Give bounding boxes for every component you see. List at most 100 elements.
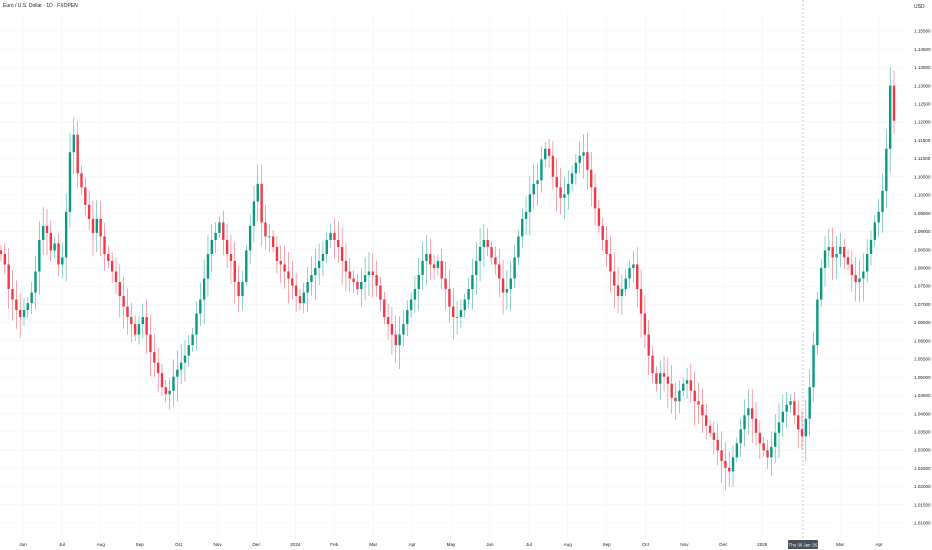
candle-body[interactable]	[452, 306, 455, 318]
candle-body[interactable]	[858, 278, 861, 283]
candle-body[interactable]	[360, 282, 363, 290]
candle-body[interactable]	[770, 446, 773, 458]
candle-body[interactable]	[314, 267, 317, 275]
candle-body[interactable]	[91, 218, 95, 233]
candle-body[interactable]	[199, 299, 202, 314]
candle-body[interactable]	[605, 239, 608, 254]
candle-body[interactable]	[191, 334, 194, 346]
candle-body[interactable]	[325, 239, 328, 254]
candle-body[interactable]	[494, 257, 497, 265]
candle-body[interactable]	[126, 306, 129, 318]
candle-body[interactable]	[743, 415, 746, 430]
candle-body[interactable]	[38, 239, 41, 272]
candle-body[interactable]	[371, 271, 374, 275]
candle-body[interactable]	[708, 425, 712, 433]
candle-body[interactable]	[716, 439, 719, 451]
candle-body[interactable]	[344, 260, 348, 272]
candle-body[interactable]	[317, 260, 321, 268]
candle-body[interactable]	[225, 239, 229, 254]
candle-body[interactable]	[812, 345, 815, 388]
candle-body[interactable]	[827, 246, 831, 251]
candle-body[interactable]	[375, 275, 378, 286]
candle-body[interactable]	[61, 257, 64, 265]
candle-body[interactable]	[647, 334, 650, 356]
candle-body[interactable]	[141, 317, 144, 325]
candle-body[interactable]	[739, 429, 742, 444]
candle-body[interactable]	[252, 201, 256, 226]
candle-body[interactable]	[666, 376, 670, 384]
candle-body[interactable]	[218, 222, 221, 233]
candle-body[interactable]	[731, 457, 735, 472]
candle-body[interactable]	[179, 362, 183, 370]
candle-body[interactable]	[609, 253, 612, 272]
candle-body[interactable]	[409, 299, 413, 311]
candle-body[interactable]	[417, 275, 420, 290]
candle-body[interactable]	[521, 218, 524, 237]
candle-body[interactable]	[888, 85, 892, 149]
candle-body[interactable]	[582, 152, 585, 156]
candle-body[interactable]	[490, 246, 493, 258]
candle-body[interactable]	[386, 317, 390, 325]
candle-body[interactable]	[268, 236, 271, 238]
candle-body[interactable]	[245, 250, 248, 283]
candle-body[interactable]	[463, 299, 466, 311]
candle-body[interactable]	[241, 282, 244, 297]
candle-body[interactable]	[348, 271, 351, 279]
candle-body[interactable]	[528, 194, 532, 212]
candle-body[interactable]	[310, 275, 313, 283]
candle-body[interactable]	[555, 176, 558, 188]
candle-body[interactable]	[214, 232, 217, 240]
candle-body[interactable]	[41, 225, 45, 240]
candle-body[interactable]	[728, 467, 731, 472]
candle-body[interactable]	[160, 373, 164, 388]
candle-body[interactable]	[578, 155, 581, 163]
candle-body[interactable]	[724, 460, 727, 468]
candle-body[interactable]	[835, 253, 838, 258]
candle-body[interactable]	[291, 278, 294, 286]
candle-body[interactable]	[229, 253, 233, 261]
candle-body[interactable]	[3, 253, 7, 265]
candle-body[interactable]	[800, 429, 804, 437]
candle-body[interactable]	[877, 211, 880, 223]
candle-body[interactable]	[183, 355, 187, 363]
candle-body[interactable]	[156, 362, 160, 374]
candle-body[interactable]	[532, 183, 535, 195]
candle-body[interactable]	[429, 253, 432, 265]
candle-body[interactable]	[49, 232, 53, 251]
candle-body[interactable]	[517, 236, 520, 258]
candle-body[interactable]	[260, 183, 263, 223]
candle-body[interactable]	[413, 289, 417, 300]
candle-body[interactable]	[118, 282, 121, 297]
candle-body[interactable]	[616, 285, 620, 297]
candle-body[interactable]	[153, 352, 156, 363]
candle-body[interactable]	[796, 415, 800, 430]
candle-body[interactable]	[885, 148, 888, 191]
candle-body[interactable]	[363, 275, 367, 283]
candle-body[interactable]	[570, 173, 574, 184]
candle-body[interactable]	[176, 369, 179, 377]
candle-body[interactable]	[390, 324, 394, 335]
candle-body[interactable]	[84, 187, 87, 205]
candle-body[interactable]	[789, 401, 792, 405]
candle-body[interactable]	[264, 222, 267, 237]
candle-body[interactable]	[509, 278, 512, 290]
candle-body[interactable]	[816, 299, 819, 346]
candle-body[interactable]	[103, 236, 106, 254]
candle-body[interactable]	[720, 450, 723, 461]
candle-body[interactable]	[294, 285, 298, 297]
candle-body[interactable]	[712, 432, 716, 440]
candle-body[interactable]	[793, 401, 796, 416]
candle-body[interactable]	[862, 271, 865, 279]
candle-body[interactable]	[590, 169, 593, 188]
candle-body[interactable]	[747, 408, 750, 416]
candle-body[interactable]	[586, 152, 589, 170]
candle-body[interactable]	[0, 250, 3, 254]
candle-body[interactable]	[222, 222, 225, 240]
candle-body[interactable]	[133, 324, 137, 335]
candle-body[interactable]	[107, 253, 110, 261]
candle-body[interactable]	[819, 267, 823, 300]
candle-body[interactable]	[459, 310, 463, 318]
candle-body[interactable]	[839, 246, 842, 254]
candle-body[interactable]	[394, 334, 397, 346]
candle-body[interactable]	[15, 299, 18, 311]
